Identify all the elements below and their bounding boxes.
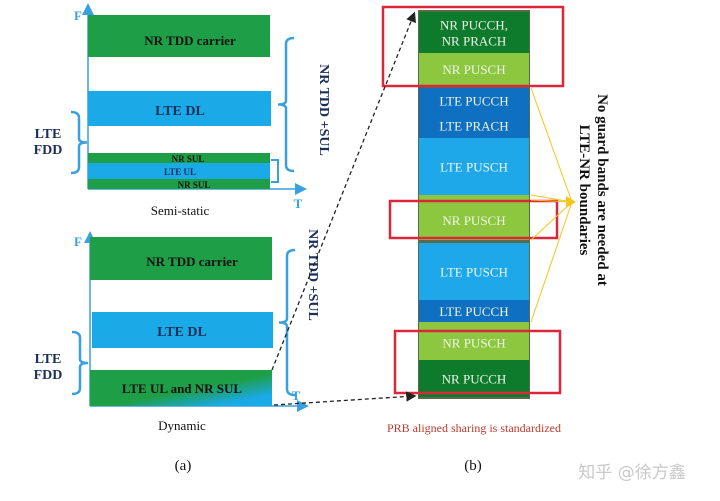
prb-segment-block [419,113,529,138]
lte-fdd-bracket [70,110,88,175]
lte-dl-label: LTE DL [157,325,207,340]
nr-tdd-carrier-label: NR TDD carrier [144,33,236,48]
lte-fdd-bracket [71,330,89,396]
lte-fdd-label: FDD [34,368,63,383]
prb-segment-block [419,200,529,240]
prb-caption: PRB aligned sharing is standardized [387,421,561,435]
prb-segment-block [419,243,529,300]
f-axis-label: F [74,234,82,249]
t-axis-label: T [292,388,301,403]
nr-tdd-sul-bracket [278,248,296,397]
panel-b-label: (b) [464,458,482,474]
t-axis-label: T [294,196,303,211]
prb-segment-block [419,300,529,322]
prb-segment: NR PUSCH [419,200,529,240]
lte-ul-label: LTE UL [164,167,196,177]
nr-tdd-carrier-label: NR TDD carrier [146,254,238,269]
prb-segment-label: LTE PUSCH [440,160,508,175]
watermark: 知乎 @徐方鑫 [578,463,685,483]
prb-segment: LTE PUSCH [419,138,529,195]
prb-segment: LTE PUCCH [419,300,529,322]
nr-sul-label: NR SUL [172,154,205,164]
semi-static-caption: Semi-static [151,203,210,218]
boundary-pointer-line [530,201,573,323]
annotation-label: No guard bands are needed at [594,94,610,286]
prb-segment-label: NR PRACH [442,34,507,49]
nr-strip [419,322,529,325]
prb-segment-label: NR PUSCH [442,336,505,351]
lte-ul-band [88,163,270,179]
prb-segment: LTE PUSCH [419,243,529,300]
prb-segment-label: NR PUSCH [442,62,505,77]
prb-segment-block [419,360,529,397]
lte-fdd-label: FDD [34,143,63,158]
nr-tdd-carrier-band [88,15,270,57]
nr-sul-band [88,179,270,189]
prb-segment-label: NR PUSCH [442,213,505,228]
f-axis-label: F [74,8,82,23]
dynamic-caption: Dynamic [158,418,206,433]
nr-tdd-carrier-band [90,237,272,280]
boundary-pointer-line [530,87,573,203]
highlight-box [381,5,565,88]
lte-ul-nr-sul-label: LTE UL and NR SUL [122,381,243,396]
prb-segment: NR PUCCH [419,360,529,397]
nr-sul-band [88,153,270,163]
annotation-label: LTE-NR boundaries [576,125,592,256]
yellow-arrowhead [566,196,576,208]
prb-segment-label: LTE PRACH [439,119,508,134]
dashed-arrow [273,391,417,406]
highlight-box [393,329,562,395]
nr-sul-label: NR SUL [178,180,211,190]
lte-dl-band [88,91,271,126]
boundary-pointer-line [530,201,573,241]
nr-tdd-sul-label: NR TDD +SUL [316,64,331,156]
prb-segment-label: NR PUCCH [442,372,507,387]
nr-strip [419,195,529,200]
lte-ul-nr-sul-band [90,370,272,406]
prb-segment-block [419,12,529,53]
panel-a-label: (a) [175,458,192,474]
prb-segment: NR PUSCH [419,53,529,85]
prb-segment-label: LTE PUCCH [439,94,508,109]
dashed-arrow [271,11,416,371]
prb-segment-label: LTE PUSCH [440,265,508,280]
lte-fdd-label: LTE [35,127,62,142]
prb-segment-block [419,53,529,85]
prb-segment-label: NR PUCCH, [440,18,508,33]
prb-segment-block [419,138,529,195]
prb-segment-block [419,88,529,113]
highlight-box [388,199,559,240]
boundary-pointer-line [530,194,573,203]
sul-bracket [271,159,279,183]
prb-segment: LTE PRACH [419,113,529,138]
prb-segment-label: LTE PUCCH [439,304,508,319]
prb-segment: LTE PUCCH [419,88,529,113]
lte-dl-label: LTE DL [155,104,205,119]
lte-dl-band [92,312,273,348]
nr-tdd-sul-bracket [277,36,295,173]
boundary-pointer-line [530,199,573,203]
nr-tdd-sul-label: NR TDD +SUL [305,229,320,321]
prb-segment: NR PUCCH,NR PRACH [419,12,529,53]
lte-fdd-label: LTE [35,352,62,367]
